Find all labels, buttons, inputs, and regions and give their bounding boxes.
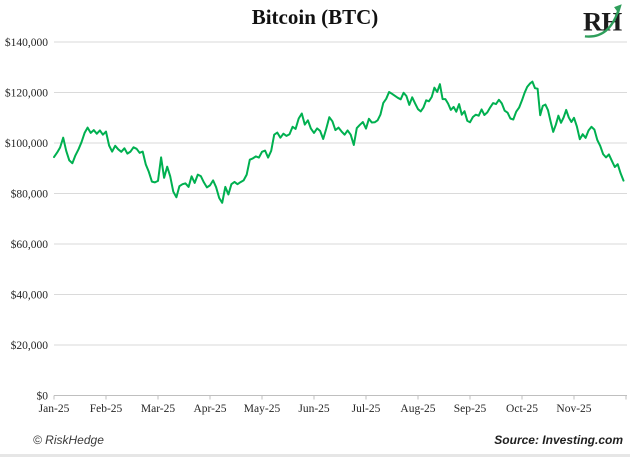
y-axis-label: $120,000 bbox=[5, 87, 48, 100]
logo-arrowhead-icon bbox=[614, 4, 622, 14]
y-axis-label: $140,000 bbox=[5, 36, 48, 49]
x-axis-label: Jan-25 bbox=[39, 403, 70, 415]
chart-title: Bitcoin (BTC) bbox=[251, 5, 379, 29]
price-line bbox=[53, 80, 625, 204]
copyright-text: © RiskHedge bbox=[33, 433, 104, 447]
x-axis-label: May-25 bbox=[244, 403, 281, 415]
x-axis-label: Mar-25 bbox=[141, 403, 176, 415]
bottom-divider bbox=[0, 454, 630, 457]
y-axis-label: $60,000 bbox=[11, 238, 49, 251]
x-axis-label: Apr-25 bbox=[194, 403, 227, 415]
y-axis-label: $100,000 bbox=[5, 137, 48, 150]
y-axis-label: $80,000 bbox=[11, 188, 49, 201]
logo-swoosh-icon bbox=[584, 11, 619, 38]
y-axis-label: $40,000 bbox=[11, 289, 49, 302]
x-axis-label: Feb-25 bbox=[90, 403, 123, 415]
x-axis-label: Nov-25 bbox=[556, 403, 591, 415]
x-axis-label: Jun-25 bbox=[298, 403, 330, 415]
x-axis-label: Oct-25 bbox=[506, 403, 538, 415]
y-axis-label: $20,000 bbox=[11, 339, 49, 352]
x-axis-label: Sep-25 bbox=[454, 403, 487, 415]
y-axis-label: $0 bbox=[37, 390, 49, 403]
x-axis-label: Aug-25 bbox=[400, 403, 435, 415]
source-text: Source: Investing.com bbox=[494, 433, 623, 447]
x-axis-label: Jul-25 bbox=[352, 403, 381, 415]
riskhedge-logo: RH bbox=[583, 4, 623, 38]
